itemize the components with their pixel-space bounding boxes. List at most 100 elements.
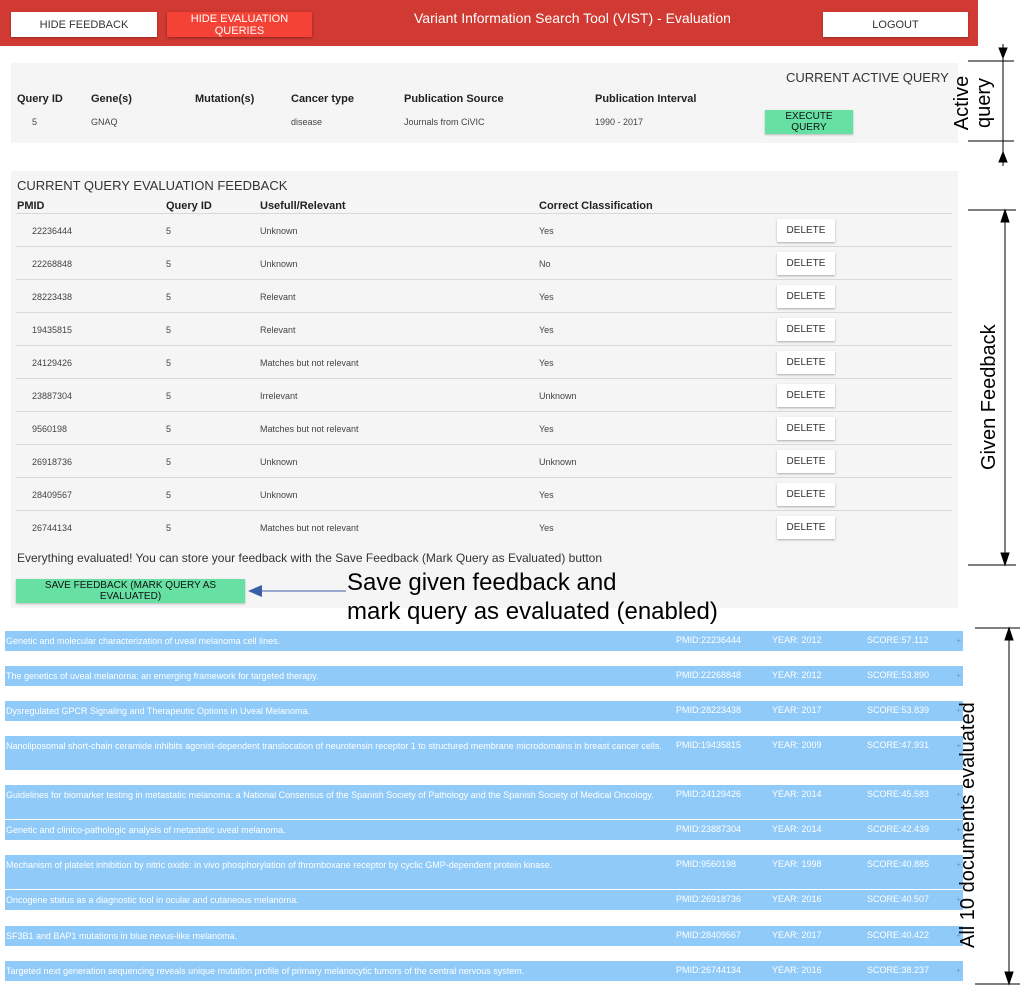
cell-relevant: Relevant <box>260 292 296 302</box>
table-row: 28223438 5 Relevant Yes DELETE <box>16 279 952 313</box>
cell-qid: 5 <box>166 358 172 368</box>
cell-qid: 5 <box>166 292 172 302</box>
expand-icon[interactable]: + <box>956 790 961 799</box>
cell-relevant: Matches but not relevant <box>260 424 359 434</box>
document-score: SCORE:40.885 <box>867 859 930 869</box>
delete-button[interactable]: DELETE <box>777 516 835 539</box>
document-score: SCORE:45.583 <box>867 789 930 799</box>
delete-button[interactable]: DELETE <box>777 483 835 506</box>
document-title[interactable]: Genetic and molecular characterization o… <box>6 636 281 646</box>
table-row: 26918736 5 Unknown Unknown DELETE <box>16 444 952 478</box>
delete-button[interactable]: DELETE <box>777 252 835 275</box>
given-feedback-bracket <box>968 208 1016 567</box>
delete-button[interactable]: DELETE <box>777 318 835 341</box>
delete-button[interactable]: DELETE <box>777 219 835 242</box>
document-score: SCORE:40.422 <box>867 930 930 940</box>
cell-qid: 5 <box>166 259 172 269</box>
active-query-annotation-line1: Active <box>951 75 973 131</box>
hide-feedback-button[interactable]: HIDE FEEDBACK <box>11 12 157 37</box>
document-title[interactable]: Targeted next generation sequencing reve… <box>6 966 525 976</box>
document-year: YEAR: 2014 <box>772 789 822 799</box>
table-row: 22236444 5 Unknown Yes DELETE <box>16 213 952 247</box>
document-pmid: PMID:22236444 <box>676 635 742 645</box>
execute-query-button[interactable]: EXECUTE QUERY <box>765 110 853 134</box>
document-row[interactable]: Dysregulated GPCR Signaling and Therapeu… <box>5 701 963 721</box>
document-title[interactable]: SF3B1 and BAP1 mutations in blue nevus-l… <box>6 931 238 941</box>
cell-qid: 5 <box>166 523 172 533</box>
save-feedback-button[interactable]: SAVE FEEDBACK (MARK QUERY AS EVALUATED) <box>16 579 245 603</box>
cell-classification: Yes <box>539 325 554 335</box>
document-title[interactable]: Dysregulated GPCR Signaling and Therapeu… <box>6 706 310 716</box>
delete-button[interactable]: DELETE <box>777 285 835 308</box>
cancer-type-value: disease <box>291 117 323 127</box>
table-row: 24129426 5 Matches but not relevant Yes DELE… <box>16 345 952 379</box>
document-row[interactable]: Genetic and clinico-pathologic analysis … <box>5 820 963 840</box>
expand-icon[interactable]: + <box>956 636 961 645</box>
cell-relevant: Unknown <box>260 259 298 269</box>
cell-classification: Yes <box>539 424 554 434</box>
cell-pmid: 28409567 <box>32 490 73 500</box>
document-score: SCORE:38.237 <box>867 965 930 975</box>
expand-icon[interactable]: + <box>956 741 961 750</box>
document-row[interactable]: Genetic and molecular characterization o… <box>5 631 963 651</box>
cell-classification: Yes <box>539 292 554 302</box>
publication-source-value: Journals from CiVIC <box>404 117 485 127</box>
document-row[interactable]: Targeted next generation sequencing reve… <box>5 961 963 981</box>
save-annotation-line2: mark query as evaluated (enabled) <box>347 598 718 625</box>
delete-button[interactable]: DELETE <box>777 417 835 440</box>
document-title[interactable]: Genetic and clinico-pathologic analysis … <box>6 825 286 835</box>
expand-icon[interactable]: + <box>956 966 961 975</box>
table-row: 9560198 5 Matches but not relevant Yes DELET… <box>16 411 952 445</box>
table-row: 19435815 5 Relevant Yes DELETE <box>16 312 952 346</box>
document-title[interactable]: Oncogene status as a diagnostic tool in … <box>6 895 299 905</box>
document-row[interactable]: SF3B1 and BAP1 mutations in blue nevus-l… <box>5 926 963 946</box>
expand-icon[interactable]: + <box>956 931 961 940</box>
cell-qid: 5 <box>166 325 172 335</box>
logout-button[interactable]: LOGOUT <box>823 12 968 37</box>
cell-pmid: 28223438 <box>32 292 73 302</box>
all-documents-bracket <box>975 626 1020 986</box>
table-row: 26744134 5 Matches but not relevant Yes DELE… <box>16 510 952 544</box>
col-correct-classification: Correct Classification <box>539 200 653 212</box>
document-score: SCORE:53.890 <box>867 670 930 680</box>
active-query-annotation: Active query <box>951 70 1001 140</box>
document-title[interactable]: Nanoliposomal short-chain ceramide inhib… <box>6 741 662 751</box>
cell-pmid: 26918736 <box>32 457 73 467</box>
document-row[interactable]: Mechanism of platelet inhibition by nitr… <box>5 855 963 889</box>
expand-icon[interactable]: + <box>956 860 961 869</box>
col-publication-source: Publication Source <box>404 93 504 105</box>
document-row[interactable]: Guidelines for biomarker testing in meta… <box>5 785 963 819</box>
document-pmid: PMID:28223438 <box>676 705 742 715</box>
expand-icon[interactable]: + <box>956 671 961 680</box>
document-year: YEAR: 2017 <box>772 930 822 940</box>
active-query-heading: CURRENT ACTIVE QUERY <box>786 70 949 85</box>
document-title[interactable]: The genetics of uveal melanoma: an emerg… <box>6 671 319 681</box>
active-query-panel: CURRENT ACTIVE QUERY Query ID Gene(s) Mu… <box>11 63 958 143</box>
col-mutations: Mutation(s) <box>195 93 255 105</box>
evaluation-status-text: Everything evaluated! You can store your… <box>17 551 603 565</box>
col-query-id: Query ID <box>17 93 63 105</box>
expand-icon[interactable]: + <box>956 895 961 904</box>
document-pmid: PMID:19435815 <box>676 740 742 750</box>
document-pmid: PMID:26918736 <box>676 894 742 904</box>
document-year: YEAR: 2014 <box>772 824 822 834</box>
delete-button[interactable]: DELETE <box>777 384 835 407</box>
col-publication-interval: Publication Interval <box>595 93 697 105</box>
document-title[interactable]: Mechanism of platelet inhibition by nitr… <box>6 860 553 870</box>
expand-icon[interactable]: + <box>956 706 961 715</box>
delete-button[interactable]: DELETE <box>777 450 835 473</box>
document-score: SCORE:42.439 <box>867 824 930 834</box>
genes-value: GNAQ <box>91 117 118 127</box>
cell-pmid: 19435815 <box>32 325 73 335</box>
cell-relevant: Matches but not relevant <box>260 358 359 368</box>
document-row[interactable]: Nanoliposomal short-chain ceramide inhib… <box>5 736 963 770</box>
document-row[interactable]: The genetics of uveal melanoma: an emerg… <box>5 666 963 686</box>
delete-button[interactable]: DELETE <box>777 351 835 374</box>
col-pmid: PMID <box>17 200 45 212</box>
publication-interval-value: 1990 - 2017 <box>595 117 644 127</box>
document-title[interactable]: Guidelines for biomarker testing in meta… <box>6 790 654 800</box>
hide-evaluation-queries-button[interactable]: HIDE EVALUATION QUERIES <box>167 12 312 37</box>
document-pmid: PMID:26744134 <box>676 965 742 975</box>
expand-icon[interactable]: + <box>956 825 961 834</box>
document-row[interactable]: Oncogene status as a diagnostic tool in … <box>5 890 963 910</box>
